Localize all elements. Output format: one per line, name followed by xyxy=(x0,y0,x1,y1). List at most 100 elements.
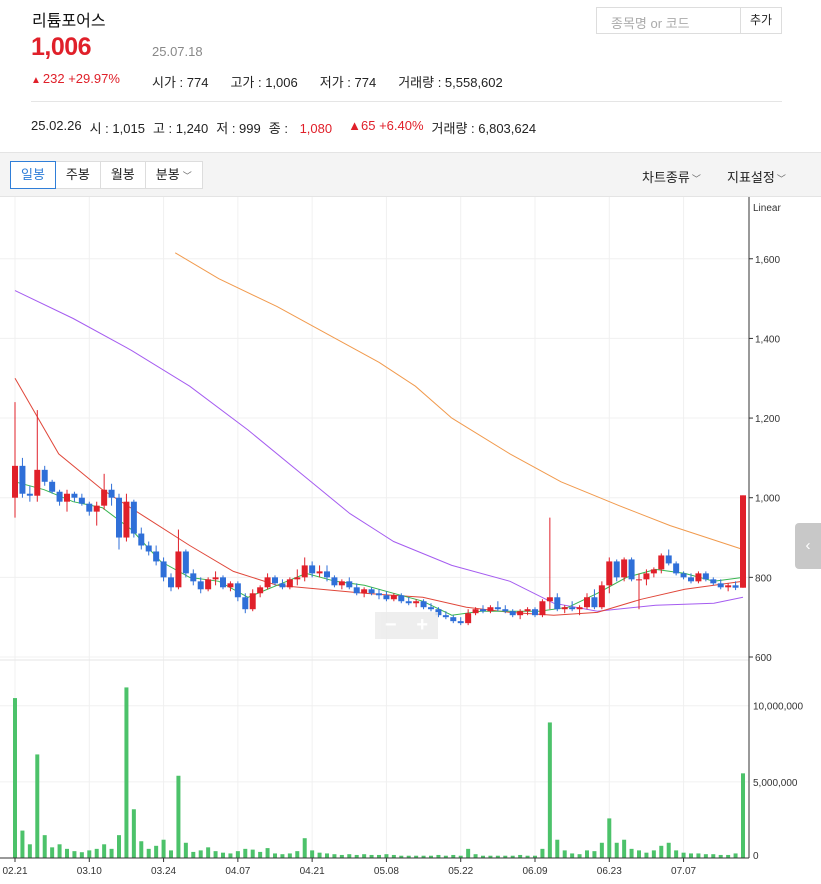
volume-bar xyxy=(213,851,218,858)
volume-bar xyxy=(79,852,84,858)
open-price: 시가 : 774 xyxy=(152,75,209,90)
candle-body xyxy=(130,501,137,534)
chevron-left-icon[interactable]: ‹ xyxy=(795,523,821,569)
volume-bar xyxy=(310,850,315,858)
volume-bar xyxy=(540,848,545,858)
volume-bar xyxy=(703,854,708,858)
y-tick-label: 600 xyxy=(755,653,772,664)
volume-bar xyxy=(451,854,456,858)
volume-bar xyxy=(198,850,203,858)
zoom-in-button[interactable]: + xyxy=(416,614,429,636)
candle-body xyxy=(680,573,687,578)
price-scale-label: Linear xyxy=(753,203,781,214)
tab-minute-label: 분봉 xyxy=(155,167,180,182)
candle-body xyxy=(361,589,368,594)
stock-name[interactable]: 리튬포어스 xyxy=(32,13,106,30)
candle-body xyxy=(539,601,546,616)
volume-bar xyxy=(146,848,151,858)
candle-body xyxy=(673,563,680,574)
candle-body xyxy=(41,469,48,482)
candle-body xyxy=(532,609,538,616)
tab-daily-label: 일봉 xyxy=(21,167,45,182)
candle-body xyxy=(487,607,494,612)
volume-bar xyxy=(302,838,307,858)
volume-bar xyxy=(35,754,40,858)
candle-body xyxy=(205,579,212,590)
volume-bar xyxy=(109,848,114,858)
candle-body xyxy=(494,607,501,610)
tab-weekly-label: 주봉 xyxy=(65,167,90,182)
hover-high: 고 : 1,240 xyxy=(152,121,209,136)
volume-tick-label: 5,000,000 xyxy=(753,778,798,789)
candle-body xyxy=(309,565,316,574)
volume-bar xyxy=(295,851,300,858)
volume-bar xyxy=(533,855,537,858)
candle-body xyxy=(264,577,271,588)
candle-body xyxy=(249,593,256,610)
volume-bar xyxy=(280,854,285,858)
candle-body xyxy=(301,565,308,578)
tab-monthly-label: 월봉 xyxy=(110,167,135,182)
stock-search-input[interactable]: 종목명 or 코드 xyxy=(596,7,740,34)
candle-body xyxy=(316,571,323,574)
volume-bar xyxy=(503,855,508,858)
candle-body xyxy=(49,481,56,492)
indicator-settings-menu[interactable]: 지표설정 ﹀ xyxy=(727,167,786,186)
volume-tick-label: 0 xyxy=(753,851,759,862)
tab-monthly[interactable]: 월봉 xyxy=(99,161,146,189)
volume-bar xyxy=(154,845,159,858)
tab-daily[interactable]: 일봉 xyxy=(10,161,56,189)
volume-bar xyxy=(651,850,656,858)
candle-body xyxy=(450,617,457,622)
candle-body xyxy=(294,577,301,580)
volume-bar xyxy=(183,842,188,858)
candle-body xyxy=(383,595,390,600)
candle-body xyxy=(546,597,553,602)
volume-bar xyxy=(547,722,552,858)
candle-body xyxy=(717,583,724,588)
candle-body xyxy=(12,465,18,498)
period-tabs: 일봉 주봉 월봉 분봉 ﹀ xyxy=(10,161,203,189)
candlesticks xyxy=(12,402,746,626)
candle-body xyxy=(197,581,204,590)
volume-bar xyxy=(414,855,419,858)
candle-body xyxy=(457,621,464,624)
candle-body xyxy=(86,503,93,512)
hover-date: 25.02.26 xyxy=(31,118,82,133)
tab-minute[interactable]: 분봉 ﹀ xyxy=(144,161,203,189)
candle-body xyxy=(732,585,739,588)
hover-candle-info: 25.02.26 시 : 1,015 고 : 1,240 저 : 999 종 :… xyxy=(31,118,544,137)
candle-body xyxy=(702,573,709,580)
volume-bar xyxy=(666,842,671,858)
volume-bar xyxy=(718,854,723,858)
volume-bar xyxy=(562,850,567,858)
volume-bar xyxy=(644,852,649,858)
candle-body xyxy=(324,571,330,578)
chart-type-menu[interactable]: 차트종류 ﹀ xyxy=(642,167,701,186)
ma-line-ma5 xyxy=(14,481,744,616)
volume-bar xyxy=(681,852,686,858)
candle-body xyxy=(740,495,746,588)
candle-body xyxy=(19,465,26,494)
x-tick-label: 03.10 xyxy=(77,866,102,877)
trade-volume: 거래량 : 5,558,602 xyxy=(398,75,503,90)
volume-bar xyxy=(206,847,211,858)
add-stock-button[interactable]: 추가 xyxy=(740,7,782,34)
candle-body xyxy=(509,611,516,616)
candle-body xyxy=(665,555,672,564)
candle-body xyxy=(108,489,115,498)
hover-close-label: 종 : xyxy=(268,121,288,136)
chevron-down-icon: ﹀ xyxy=(691,174,701,184)
candle-body xyxy=(613,561,620,578)
low-price: 저가 : 774 xyxy=(319,75,377,90)
candle-body xyxy=(524,609,531,612)
stock-chart[interactable]: Linear 1,600 1,400 1,200 1,000 800 600 10,000,0… xyxy=(0,197,821,884)
candle-body xyxy=(472,609,479,614)
zoom-out-button[interactable]: − xyxy=(384,614,397,636)
volume-bar xyxy=(614,842,619,858)
volume-bar xyxy=(27,844,32,858)
tab-weekly[interactable]: 주봉 xyxy=(54,161,101,189)
candle-body xyxy=(517,611,524,616)
volume-bar xyxy=(555,839,560,858)
volume-bar xyxy=(265,848,270,858)
